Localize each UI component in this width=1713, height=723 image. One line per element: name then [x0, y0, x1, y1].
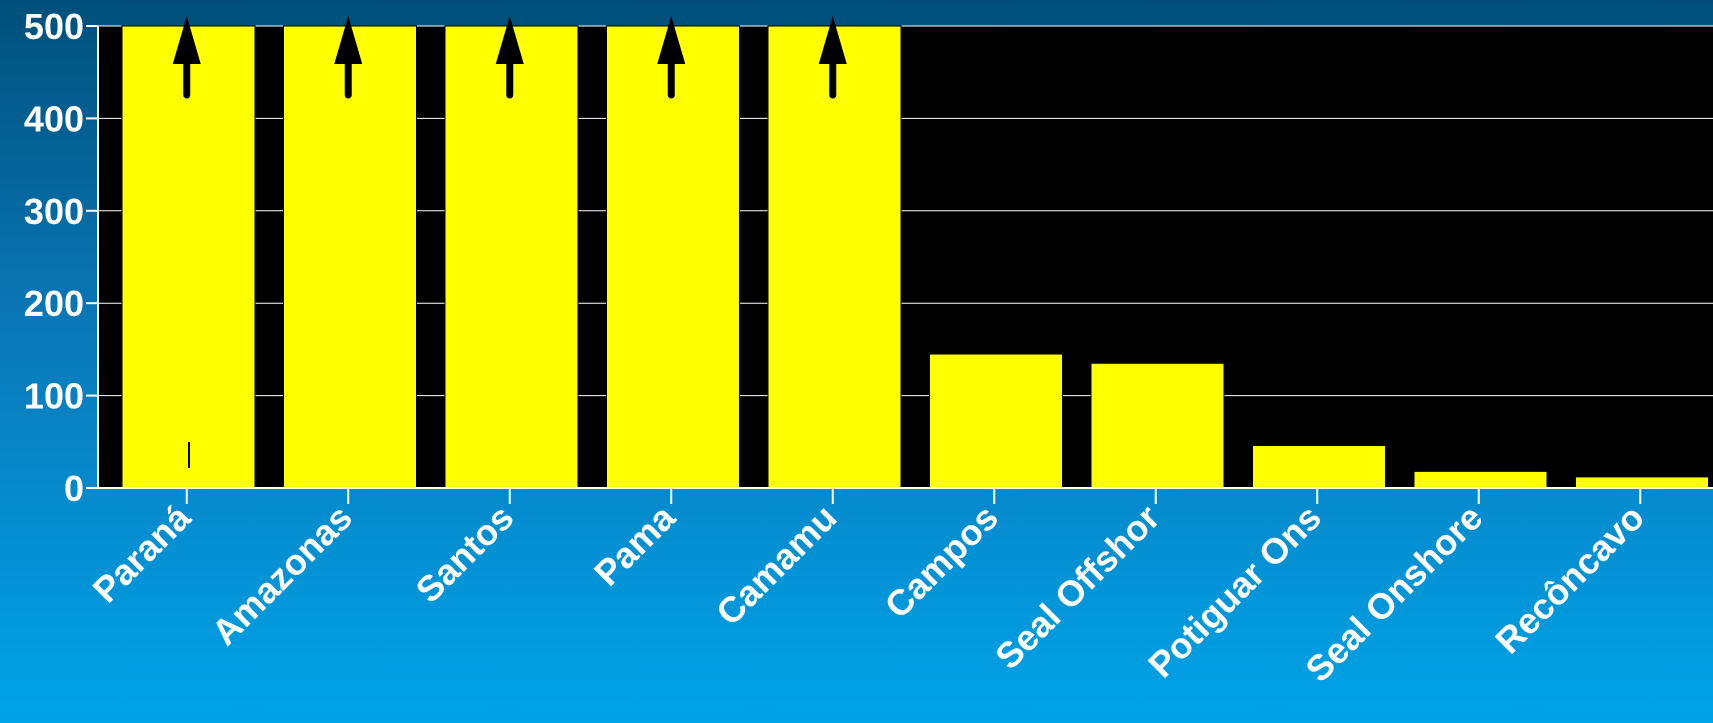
bar — [1413, 470, 1548, 489]
x-tick-label: Recôncavo — [1487, 497, 1652, 662]
bar — [1252, 444, 1386, 489]
overflow-arrow-head — [818, 16, 847, 64]
x-tick-label: Camamu — [708, 497, 845, 634]
y-tick-label: 200 — [24, 283, 84, 324]
axes — [97, 26, 1713, 489]
bar — [606, 25, 740, 489]
y-tick-labels: 0 100 200 300 400 500 — [24, 6, 98, 509]
overflow-arrow-head — [172, 16, 201, 64]
bar — [767, 25, 902, 489]
y-tick-label: 300 — [24, 191, 84, 232]
x-tick-label: Santos — [408, 497, 522, 611]
bar — [929, 353, 1063, 489]
y-tick-label: 400 — [24, 98, 84, 139]
bar — [444, 25, 579, 489]
bars — [121, 25, 1709, 489]
x-tick-label: Pama — [586, 496, 684, 594]
y-tick-label: 0 — [64, 468, 84, 509]
x-tick-label: Amazonas — [204, 497, 360, 653]
y-tick-label: 500 — [24, 6, 84, 47]
bar — [1575, 476, 1709, 489]
bar — [1090, 362, 1225, 489]
y-tick-label: 100 — [24, 376, 84, 417]
bar — [121, 25, 256, 489]
bar — [283, 25, 417, 489]
overflow-arrow-head — [334, 16, 363, 64]
overflow-arrow-head — [495, 16, 524, 64]
x-tick-labels: Paraná Amazonas Santos Pama Camamu CamposSeal… — [85, 488, 1652, 690]
overflow-arrow-head — [657, 16, 686, 64]
x-tick-label: Paraná — [85, 496, 200, 611]
x-tick-label: Seal Offshor — [987, 497, 1167, 677]
x-tick-label: Campos — [876, 497, 1005, 626]
overflow-arrows — [172, 16, 847, 99]
